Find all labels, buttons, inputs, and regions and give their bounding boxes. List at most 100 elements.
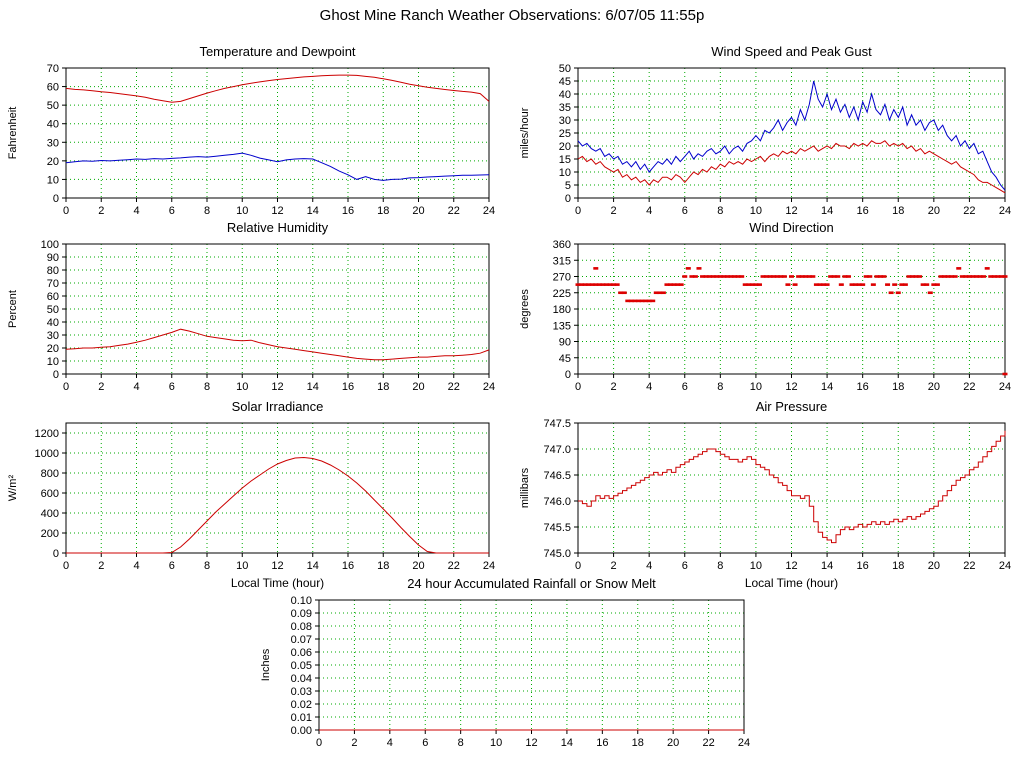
svg-text:0.07: 0.07: [291, 634, 312, 646]
svg-text:Local Time (hour): Local Time (hour): [231, 576, 324, 590]
svg-text:6: 6: [682, 381, 688, 393]
svg-text:70: 70: [47, 278, 59, 290]
svg-text:12: 12: [271, 205, 283, 217]
chart-canvas: 0.000.010.020.030.040.050.060.070.080.09…: [260, 576, 750, 749]
svg-text:200: 200: [41, 528, 59, 540]
svg-text:18: 18: [377, 205, 389, 217]
svg-text:10: 10: [750, 381, 762, 393]
svg-text:20: 20: [412, 560, 424, 572]
svg-text:90: 90: [47, 252, 59, 264]
svg-text:24: 24: [483, 205, 495, 217]
chart-air-pressure: 745.0 745.5 746.0 746.5 747.0 747.5 0 2 4 6 8 10 12 1…: [514, 395, 1016, 595]
svg-text:16: 16: [342, 205, 354, 217]
svg-text:270: 270: [553, 272, 571, 284]
svg-text:16: 16: [857, 205, 869, 217]
page-title: Ghost Mine Ranch Weather Observations: 6…: [319, 7, 705, 24]
svg-text:60: 60: [47, 82, 59, 94]
svg-text:16: 16: [342, 381, 354, 393]
svg-text:0.08: 0.08: [291, 621, 312, 633]
svg-text:800: 800: [41, 468, 59, 480]
svg-text:1000: 1000: [35, 448, 59, 460]
svg-text:14: 14: [821, 560, 833, 572]
svg-text:2: 2: [611, 560, 617, 572]
svg-text:16: 16: [857, 381, 869, 393]
svg-text:50: 50: [47, 100, 59, 112]
svg-text:22: 22: [963, 205, 975, 217]
svg-text:0.10: 0.10: [291, 595, 312, 607]
svg-text:14: 14: [821, 381, 833, 393]
svg-text:0: 0: [63, 381, 69, 393]
svg-text:22: 22: [448, 560, 460, 572]
svg-text:degrees: degrees: [519, 289, 531, 329]
svg-text:W/m²: W/m²: [7, 475, 19, 502]
svg-text:0: 0: [575, 560, 581, 572]
svg-text:45: 45: [559, 76, 571, 88]
svg-text:0.06: 0.06: [291, 647, 312, 659]
svg-text:12: 12: [525, 737, 537, 749]
svg-text:miles/hour: miles/hour: [519, 107, 531, 158]
svg-text:745.0: 745.0: [543, 548, 571, 560]
svg-text:Percent: Percent: [7, 290, 19, 328]
svg-text:90: 90: [559, 337, 571, 349]
svg-text:10: 10: [47, 356, 59, 368]
chart-temperature-dewpoint: 0 10 20 30 40 50 60 70 0 2 4 6 8 10 12 14 16 18 20 22 24 Temp…: [2, 40, 500, 220]
svg-text:0: 0: [565, 193, 571, 205]
svg-text:16: 16: [342, 560, 354, 572]
svg-text:18: 18: [632, 737, 644, 749]
svg-text:40: 40: [559, 89, 571, 101]
svg-text:20: 20: [47, 156, 59, 168]
svg-text:Relative Humidity: Relative Humidity: [227, 220, 329, 235]
svg-text:4: 4: [646, 205, 652, 217]
svg-text:4: 4: [133, 205, 139, 217]
svg-text:18: 18: [892, 560, 904, 572]
svg-text:1200: 1200: [35, 428, 59, 440]
svg-text:14: 14: [821, 205, 833, 217]
svg-text:0.04: 0.04: [291, 673, 312, 685]
svg-text:6: 6: [169, 560, 175, 572]
svg-text:30: 30: [47, 330, 59, 342]
svg-text:8: 8: [204, 381, 210, 393]
svg-text:24: 24: [999, 560, 1011, 572]
svg-text:Fahrenheit: Fahrenheit: [7, 107, 19, 160]
svg-text:747.5: 747.5: [543, 418, 571, 430]
svg-text:746.5: 746.5: [543, 470, 571, 482]
svg-text:0.09: 0.09: [291, 608, 312, 620]
svg-text:20: 20: [928, 381, 940, 393]
svg-text:14: 14: [561, 737, 573, 749]
svg-text:20: 20: [667, 737, 679, 749]
svg-text:0.02: 0.02: [291, 699, 312, 711]
chart-wind-direction: 0 45 90 135 180 225 270 315 360 0 2 4 6 8 10 12 14 16 18 20…: [514, 216, 1016, 396]
svg-text:4: 4: [133, 560, 139, 572]
svg-text:8: 8: [458, 737, 464, 749]
svg-text:14: 14: [307, 560, 319, 572]
svg-text:10: 10: [236, 381, 248, 393]
svg-text:360: 360: [553, 239, 571, 251]
svg-text:22: 22: [448, 205, 460, 217]
svg-text:8: 8: [204, 560, 210, 572]
svg-text:8: 8: [717, 381, 723, 393]
svg-text:6: 6: [169, 205, 175, 217]
svg-text:4: 4: [646, 381, 652, 393]
svg-text:0: 0: [53, 193, 59, 205]
svg-text:2: 2: [98, 205, 104, 217]
svg-text:10: 10: [559, 167, 571, 179]
svg-text:24: 24: [483, 381, 495, 393]
svg-text:20: 20: [47, 343, 59, 355]
svg-text:12: 12: [271, 381, 283, 393]
svg-text:10: 10: [47, 174, 59, 186]
svg-text:747.0: 747.0: [543, 444, 571, 456]
svg-text:2: 2: [611, 205, 617, 217]
svg-text:180: 180: [553, 304, 571, 316]
svg-text:25: 25: [559, 128, 571, 140]
svg-text:10: 10: [750, 205, 762, 217]
svg-text:2: 2: [611, 381, 617, 393]
svg-text:22: 22: [702, 737, 714, 749]
svg-text:0: 0: [53, 548, 59, 560]
svg-text:225: 225: [553, 288, 571, 300]
